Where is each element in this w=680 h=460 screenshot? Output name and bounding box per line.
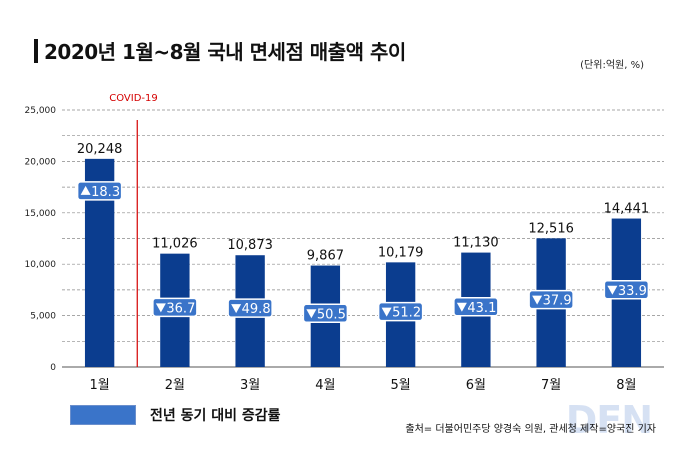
- yoy-value: 51.2: [392, 306, 421, 321]
- unit-note: (단위:억원, %): [580, 60, 644, 71]
- y-tick-label: 5,000: [30, 312, 56, 322]
- yoy-value: 33.9: [618, 284, 647, 299]
- yoy-badge: [152, 297, 198, 318]
- down-arrow-icon: [231, 304, 242, 314]
- bar-value-label: 11,026: [152, 237, 198, 252]
- yoy-badge: [603, 280, 650, 300]
- bar-value-label: 14,441: [604, 202, 650, 217]
- legend-swatch: [70, 405, 136, 425]
- down-arrow-icon: [456, 302, 467, 312]
- x-tick-label: 4월: [315, 378, 335, 393]
- yoy-value: 18.3: [91, 185, 120, 200]
- yoy-value: 43.1: [467, 301, 496, 316]
- source-note: 출처= 더불어민주당 양경숙 의원, 관세청 제작=양국진 기자: [405, 424, 656, 435]
- down-arrow-icon: [155, 303, 166, 313]
- yoy-badge: [76, 181, 123, 201]
- y-tick-label: 10,000: [25, 260, 57, 270]
- bar-value-label: 20,248: [77, 142, 123, 157]
- bar-value-label: 10,179: [378, 245, 424, 260]
- x-tick-label: 3월: [240, 378, 260, 393]
- y-tick-label: 15,000: [25, 209, 57, 219]
- bar-value-label: 9,867: [307, 249, 344, 264]
- legend-label: 전년 동기 대비 증감률: [150, 408, 281, 424]
- bar-value-label: 11,130: [453, 236, 499, 251]
- yoy-value: 50.5: [317, 307, 346, 322]
- yoy-value: 36.7: [166, 301, 195, 316]
- y-tick-label: 0: [50, 363, 56, 373]
- yoy-value: 37.9: [543, 294, 572, 309]
- yoy-badge: [227, 298, 273, 318]
- y-tick-label: 20,000: [25, 157, 57, 167]
- down-arrow-icon: [306, 309, 317, 319]
- watermark-logo: DFN: [565, 398, 653, 442]
- title-accent-bar: [34, 38, 38, 63]
- x-tick-label: 6월: [466, 378, 486, 393]
- x-tick-label: 1월: [90, 378, 110, 393]
- x-tick-label: 2월: [165, 378, 185, 393]
- x-tick-label: 5월: [391, 378, 411, 393]
- covid-annotation: COVID-19: [109, 93, 158, 104]
- yoy-badge: [302, 303, 349, 324]
- up-arrow-icon: [80, 185, 91, 195]
- yoy-badge: [528, 289, 574, 310]
- down-arrow-icon: [607, 285, 618, 295]
- x-tick-label: 8월: [616, 378, 636, 393]
- yoy-badge: [453, 297, 499, 317]
- down-arrow-icon: [532, 295, 543, 305]
- title-row: 2020년 1월~8월 국내 면세점 매출액 추이: [34, 36, 406, 65]
- bar-value-label: 10,873: [227, 238, 273, 253]
- yoy-badge: [377, 301, 424, 322]
- down-arrow-icon: [381, 307, 392, 317]
- y-tick-label: 25,000: [25, 106, 57, 116]
- bar-value-label: 12,516: [528, 221, 574, 236]
- legend: 전년 동기 대비 증감률: [70, 405, 281, 425]
- chart-title: 2020년 1월~8월 국내 면세점 매출액 추이: [44, 40, 406, 64]
- x-tick-label: 7월: [541, 378, 561, 393]
- yoy-value: 49.8: [242, 302, 271, 317]
